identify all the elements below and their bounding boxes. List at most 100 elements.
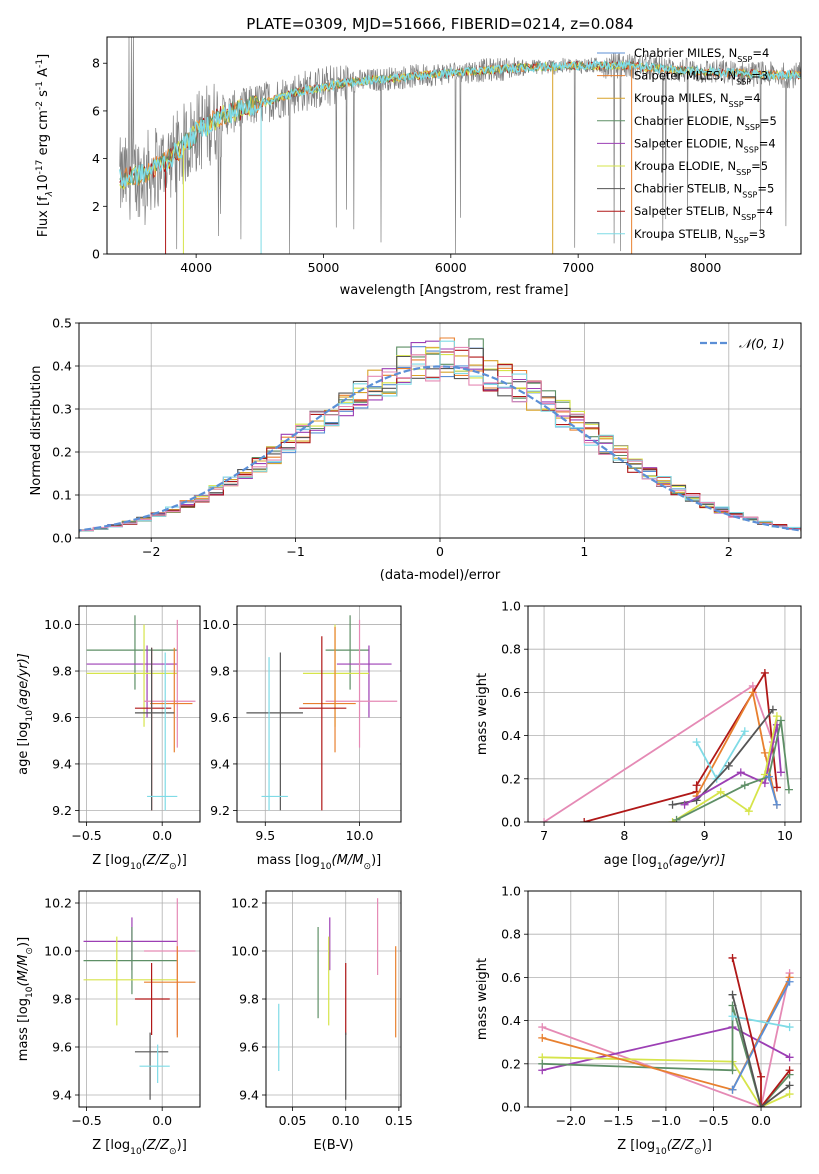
y-tick-label: 0.4: [501, 1013, 521, 1028]
label-run: =5: [757, 182, 774, 196]
x-tick-label: 0.0: [152, 1113, 172, 1128]
error-bar-point: [83, 917, 178, 971]
legend-label: Salpeter ELODIE, NSSP=4: [634, 136, 776, 154]
label-run: -1: [35, 59, 45, 68]
legend-label: 𝒩(0, 1): [739, 336, 785, 351]
label-run: 10: [655, 1147, 667, 1157]
y-tick-label: 6: [92, 103, 100, 118]
x-tick-label: −0.5: [71, 828, 101, 843]
x-tick-label: 7: [540, 828, 548, 843]
weight-marker: [728, 1012, 737, 1021]
label-run: SSP: [745, 122, 760, 131]
weight-marker: [740, 727, 749, 736]
label-run: =5: [751, 159, 768, 173]
y-tick-label: 9.6: [210, 710, 230, 725]
legend-label: Kroupa MILES, NSSP=4: [634, 91, 761, 109]
weight-marker: [744, 807, 753, 816]
label-run: SSP: [734, 235, 749, 244]
y-tick-label: 9.8: [210, 664, 230, 679]
label-run: (age/yr)]: [668, 853, 725, 868]
weight-marker: [668, 818, 677, 822]
weight-marker: [680, 800, 689, 809]
y-tick-label: 1.0: [501, 884, 521, 899]
y-tick-label: 0.2: [501, 1056, 521, 1071]
y-tick-label: 9.6: [239, 1040, 259, 1055]
age-vs-mass-x-axis-label: mass [log10(M/M⊙)]: [257, 853, 381, 872]
y-tick-label: 9.8: [52, 992, 72, 1007]
weight-marker: [716, 787, 725, 796]
model-spectrum-kroupa_stelib: [119, 59, 801, 187]
age_vs_Z-plot: [86, 615, 196, 811]
y-tick-label: 9.8: [239, 992, 259, 1007]
weight_vs_Z-frame: [527, 890, 802, 1108]
y-tick-label: 10.0: [231, 944, 259, 959]
error-bar-point: [325, 619, 398, 748]
weight-marker: [728, 1066, 737, 1075]
weight_vs_Z-x-axis-label: Z [log10(Z/Z⊙)]: [617, 1138, 712, 1157]
error-bar-point: [336, 645, 392, 718]
y-tick-label: 0.2: [52, 445, 72, 460]
x-tick-label: 7000: [562, 260, 594, 275]
weight-series-chabrier_miles: [731, 981, 791, 1091]
x-tick-label: −1: [286, 544, 304, 559]
residuals-plot: [79, 337, 801, 534]
model-spectrum-chabrier_elodie: [119, 60, 801, 189]
label-run: Z [log: [92, 1138, 130, 1153]
y-tick-label: 4: [92, 151, 100, 166]
weight-marker: [785, 1090, 794, 1099]
x-tick-label: −0.5: [698, 1113, 728, 1128]
mass_vs_Z-plot: [83, 898, 196, 1100]
y-tick-label: 0.3: [52, 402, 72, 417]
label-run: =4: [744, 91, 761, 105]
y-tick-label: 9.6: [52, 1040, 72, 1055]
legend-label: Chabrier ELODIE, NSSP=5: [634, 114, 777, 132]
weight-marker: [692, 738, 701, 747]
label-run: Kroupa MILES, N: [634, 91, 729, 105]
weight-marker: [772, 712, 781, 721]
weight-marker: [760, 748, 769, 757]
y-tick-label: 9.2: [52, 803, 72, 818]
label-run: (Z/Z: [142, 853, 170, 868]
weight-marker: [785, 1066, 794, 1075]
label-run: 10: [25, 986, 35, 998]
weight-marker: [784, 785, 793, 794]
y-tick-label: 0.6: [501, 685, 521, 700]
y-tick-label: 0.2: [501, 771, 521, 786]
weight-marker: [776, 768, 785, 777]
x-tick-label: 0.10: [332, 1113, 360, 1128]
label-run: SSP: [737, 55, 752, 64]
weight-series-chabrier_miles: [768, 776, 778, 805]
x-tick-label: 0: [436, 544, 444, 559]
residuals-y-axis-label: Normed distribution: [29, 366, 44, 496]
label-run: 10: [130, 862, 142, 872]
normal-distribution-curve: [79, 365, 801, 532]
weight-marker: [724, 761, 733, 770]
error-bar-point: [134, 963, 170, 1035]
label-run: -2: [35, 101, 45, 110]
label-run: Flux [f: [36, 196, 51, 237]
weight_vs_Z-plot: [538, 953, 794, 1107]
error-bar-point: [144, 946, 196, 1038]
weight-marker: [772, 783, 781, 792]
x-tick-label: −2: [142, 544, 160, 559]
label-run: (Z/Z: [667, 1138, 695, 1153]
error-bar-point: [86, 645, 178, 718]
label-run: SSP: [729, 100, 744, 109]
x-tick-label: 1: [580, 544, 588, 559]
y-tick-label: 9.4: [239, 1088, 259, 1103]
weight-series-salpeter_stelib: [583, 670, 778, 822]
weight-marker: [764, 772, 773, 781]
x-tick-label: 6000: [435, 260, 467, 275]
y-tick-label: 10.0: [44, 944, 72, 959]
label-run: SSP: [736, 77, 751, 86]
label-run: ⊙: [25, 947, 35, 955]
label-run: Z [log: [92, 853, 130, 868]
label-run: =4: [752, 46, 769, 60]
y-tick-label: 0.8: [501, 642, 521, 657]
label-run: =4: [759, 136, 776, 150]
error-bar-point: [134, 647, 172, 811]
weight-marker: [540, 818, 549, 822]
label-run: erg cm: [36, 110, 51, 159]
